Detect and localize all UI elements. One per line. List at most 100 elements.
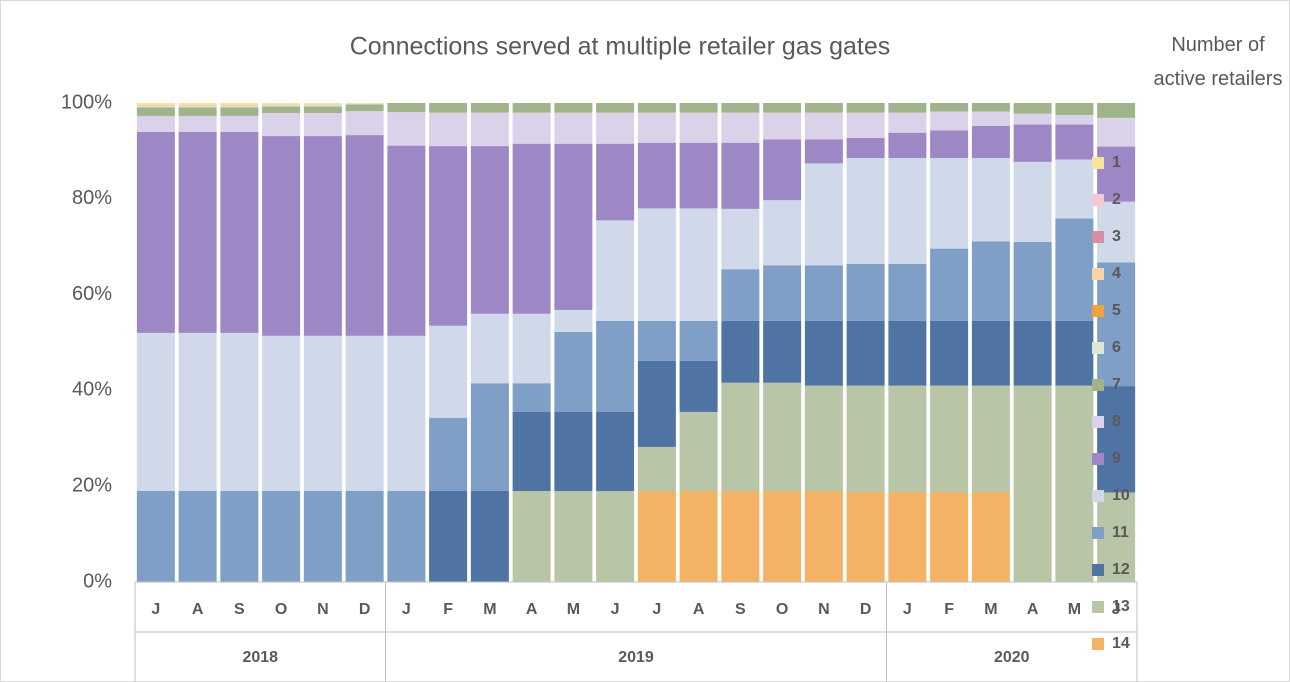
bar-segment	[721, 320, 760, 383]
legend-label: 8	[1112, 413, 1121, 430]
bar-segment	[637, 320, 676, 361]
bar-segment	[888, 132, 927, 159]
bar-segment	[262, 104, 301, 107]
bar-segment	[136, 103, 175, 105]
bar-segment	[512, 112, 551, 144]
bar-segment	[846, 491, 885, 582]
bar-segment	[387, 112, 426, 146]
bar-segment	[763, 200, 802, 266]
bar-segment	[804, 112, 843, 140]
bar-segment	[303, 335, 342, 491]
legend-swatch	[1092, 231, 1104, 243]
bar-segment	[637, 490, 676, 582]
bar-segment	[888, 491, 927, 582]
bar-segment	[554, 103, 593, 113]
bar-segment	[804, 320, 843, 386]
bar-segment	[136, 490, 175, 582]
bar-segment	[1013, 320, 1052, 386]
bar-segment	[345, 490, 384, 582]
bar-segment	[136, 131, 175, 333]
legend-swatch	[1092, 527, 1104, 539]
bar-segment	[596, 112, 635, 144]
bar-segment	[429, 146, 468, 326]
bar-segment	[220, 106, 259, 108]
x-tick-label: J	[903, 601, 912, 618]
bar-segment	[846, 158, 885, 264]
bar-segment	[1097, 146, 1136, 202]
x-tick-label: D	[359, 601, 371, 618]
bar-segment	[804, 265, 843, 321]
x-tick-label: A	[192, 601, 204, 618]
x-tick-label: J	[1112, 601, 1121, 618]
bar-segment	[804, 139, 843, 164]
bar-segment	[1097, 103, 1136, 118]
bar-segment	[971, 111, 1010, 126]
legend-swatch	[1092, 194, 1104, 206]
bar-segment	[596, 220, 635, 321]
group-label: 2018	[242, 649, 278, 666]
y-tick-label: 0%	[83, 570, 112, 592]
bar-segment	[262, 490, 301, 582]
legend-swatch	[1092, 601, 1104, 613]
bar-segment	[846, 385, 885, 492]
bar-segment	[888, 103, 927, 113]
bar-segment	[345, 135, 384, 336]
legend-swatch	[1092, 342, 1104, 354]
bar-segment	[637, 208, 676, 321]
x-tick-label: A	[693, 601, 705, 618]
bar-segment	[554, 143, 593, 310]
bar-segment	[679, 142, 718, 209]
bar-segment	[512, 103, 551, 113]
bar-segment	[1055, 159, 1094, 219]
bar-segment	[387, 145, 426, 336]
bar-segment	[1055, 320, 1094, 386]
bar-segment	[763, 382, 802, 491]
bar-segment	[220, 104, 259, 107]
bar-segment	[429, 103, 468, 113]
bar-segment	[512, 490, 551, 582]
bar-segment	[387, 103, 426, 113]
legend-label: 13	[1112, 598, 1130, 615]
bar-segment	[804, 103, 843, 113]
bar-segment	[387, 335, 426, 491]
bar-segment	[136, 115, 175, 132]
bar-segment	[637, 446, 676, 491]
bar-segment	[679, 320, 718, 361]
bar-segment	[470, 103, 509, 113]
bar-segment	[303, 106, 342, 114]
bar-segment	[303, 113, 342, 137]
bar-segment	[596, 103, 635, 113]
bar-segment	[429, 417, 468, 491]
bar-segment	[930, 158, 969, 249]
legend-swatch	[1092, 490, 1104, 502]
legend-label: 3	[1112, 228, 1121, 245]
bar-segment	[178, 106, 217, 108]
bar-segment	[178, 104, 217, 107]
bar-segment	[554, 490, 593, 582]
x-tick-label: J	[151, 601, 160, 618]
bar-segment	[1097, 117, 1136, 147]
bar-segment	[178, 115, 217, 132]
bar-segment	[220, 115, 259, 132]
legend-swatch	[1092, 416, 1104, 428]
bar-segment	[721, 103, 760, 113]
bar-segment	[846, 263, 885, 321]
bar-segment	[721, 142, 760, 209]
bar-segment	[804, 163, 843, 266]
bar-segment	[303, 136, 342, 336]
bar-segment	[512, 383, 551, 412]
bar-segment	[1013, 385, 1052, 582]
bar-segment	[220, 332, 259, 491]
bar-segment	[1013, 113, 1052, 125]
legend-title: Number of active retailers	[1153, 34, 1283, 90]
y-tick-label: 20%	[72, 474, 112, 496]
bar-segment	[220, 131, 259, 333]
x-tick-label: J	[611, 601, 620, 618]
bar-segment	[721, 269, 760, 321]
bar-segment	[721, 208, 760, 270]
legend-label: 12	[1112, 561, 1130, 578]
bar-segment	[136, 332, 175, 491]
bar-segment	[637, 103, 676, 113]
bar-segment	[763, 103, 802, 113]
